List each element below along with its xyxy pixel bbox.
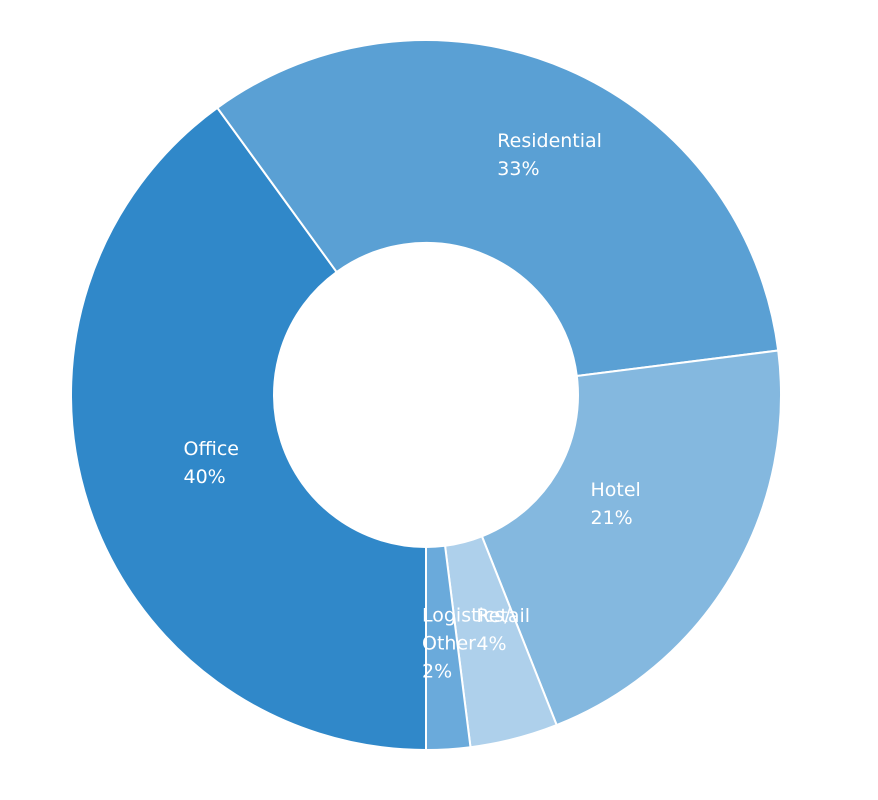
slice-value-label: 40% bbox=[184, 466, 226, 488]
slice-category-label: Logistics/ bbox=[422, 605, 511, 627]
slice-value-label: 21% bbox=[591, 507, 633, 529]
slice-value-label: 4% bbox=[476, 633, 506, 655]
slice-value-label: 33% bbox=[497, 158, 539, 180]
slice-category-label: Residential bbox=[497, 130, 602, 152]
slice-label: Residential 33% bbox=[497, 130, 602, 180]
slice-label: Logistics/Other 2% bbox=[422, 605, 511, 683]
slice-hotel[interactable] bbox=[480, 349, 782, 727]
slice-category-label: Hotel bbox=[591, 479, 641, 501]
slice-value-label: 2% bbox=[422, 661, 452, 683]
slice-category-label: Office bbox=[184, 438, 239, 460]
slices-layer bbox=[70, 39, 782, 752]
slice-office[interactable] bbox=[70, 106, 427, 752]
labels-layer: Office 40%Residential 33%Hotel 21%Retail 4%L… bbox=[184, 130, 641, 683]
slice-category-label: Retail bbox=[476, 605, 530, 627]
slice-label: Retail 4% bbox=[476, 605, 530, 655]
slice-label: Office 40% bbox=[184, 438, 239, 488]
slice-residential[interactable] bbox=[215, 39, 780, 378]
slice-category-label: Other bbox=[422, 633, 476, 655]
slice-logistics-other[interactable] bbox=[425, 544, 472, 752]
slice-label: Hotel 21% bbox=[591, 479, 641, 529]
